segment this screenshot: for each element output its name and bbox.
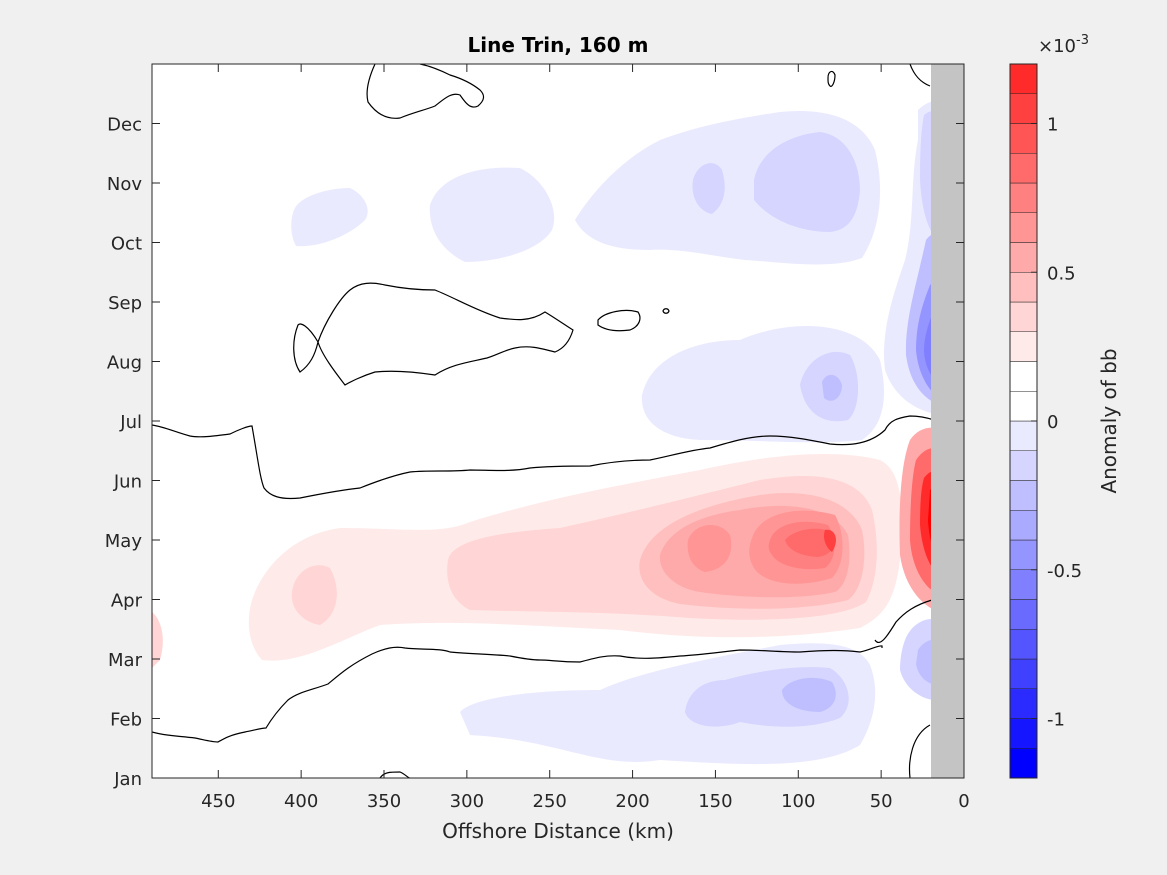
colorbar-swatch bbox=[1009, 93, 1038, 124]
colorbar: 1 0.5 0 -0.5 -1 bbox=[1009, 63, 1082, 779]
colorbar-swatch bbox=[1009, 599, 1038, 630]
x-tick-label: 300 bbox=[450, 791, 484, 812]
colorbar-tick-label: 0.5 bbox=[1047, 263, 1076, 284]
colorbar-exponent-power: -3 bbox=[1076, 33, 1089, 48]
x-tick-label: 200 bbox=[615, 791, 649, 812]
zero-contours bbox=[152, 64, 935, 778]
contour-neg-janmar-l3 bbox=[782, 677, 836, 712]
colorbar-tick-label: 0 bbox=[1047, 412, 1058, 433]
colorbar-swatch bbox=[1009, 272, 1038, 303]
contour-pos-west-l2 bbox=[152, 565, 337, 668]
y-tick-label: Jun bbox=[113, 472, 142, 493]
zero-contour-apr bbox=[874, 599, 933, 643]
anomaly-contours bbox=[152, 100, 940, 765]
colorbar-exponent-base: ×10 bbox=[1038, 36, 1076, 57]
colorbar-tick-label: 1 bbox=[1047, 115, 1058, 136]
y-tick-label: Nov bbox=[107, 174, 142, 195]
zero-contour-dec-coast bbox=[909, 64, 931, 87]
x-tick-label: 100 bbox=[781, 791, 815, 812]
colorbar-swatch bbox=[1009, 63, 1038, 94]
contour-pos-aprjun-l7 bbox=[785, 528, 835, 557]
colorbar-swatch bbox=[1009, 480, 1038, 511]
y-tick-label: Dec bbox=[107, 115, 142, 136]
contour-neg-octdec-l2 bbox=[692, 132, 860, 232]
x-tick-label: 250 bbox=[533, 791, 567, 812]
x-tick-label: 150 bbox=[698, 791, 732, 812]
y-tick-label: May bbox=[105, 531, 143, 552]
colorbar-swatch bbox=[1009, 420, 1038, 451]
y-tick-label: Sep bbox=[108, 293, 142, 314]
y-tick-label: Mar bbox=[108, 650, 143, 671]
y-tick-label: Aug bbox=[107, 353, 142, 374]
zero-contour-sep-dot bbox=[662, 308, 670, 314]
colorbar-swatch bbox=[1009, 539, 1038, 570]
colorbar-label: Anomaly of bb bbox=[1097, 348, 1121, 493]
colorbar-swatch bbox=[1009, 301, 1038, 332]
colorbar-swatch bbox=[1009, 510, 1038, 541]
y-axis: Jan Feb Mar Apr May Jun Jul Aug Sep Oct Nov Dec bbox=[105, 115, 964, 790]
chart-title: Line Trin, 160 m bbox=[468, 33, 649, 57]
y-tick-label: Oct bbox=[111, 234, 142, 255]
colorbar-swatch bbox=[1009, 748, 1038, 779]
contour-neg-octdec-l1c bbox=[291, 188, 368, 247]
colorbar-swatch bbox=[1009, 688, 1038, 719]
colorbar-swatch bbox=[1009, 331, 1038, 362]
colorbar-swatch bbox=[1009, 391, 1038, 422]
x-axis: 450 400 350 300 250 200 150 100 50 0 bbox=[201, 64, 970, 812]
colorbar-swatch bbox=[1009, 361, 1038, 392]
y-tick-label: Apr bbox=[111, 591, 143, 612]
x-axis-title: Offshore Distance (km) bbox=[442, 819, 674, 843]
colorbar-swatch bbox=[1009, 718, 1038, 749]
zero-contour-jan-coast bbox=[908, 724, 931, 778]
colorbar-swatch bbox=[1009, 450, 1038, 481]
y-tick-label: Jul bbox=[119, 412, 142, 433]
colorbar-swatch bbox=[1009, 123, 1038, 154]
x-tick-label: 350 bbox=[367, 791, 401, 812]
colorbar-exponent: ×10-3 bbox=[1038, 33, 1089, 57]
colorbar-swatch bbox=[1009, 658, 1038, 689]
y-tick-label: Jan bbox=[113, 769, 142, 790]
contour-neg-octdec-l1 bbox=[429, 167, 555, 262]
colorbar-swatch bbox=[1009, 629, 1038, 660]
zero-contour-aug bbox=[293, 282, 574, 386]
colorbar-tick-label: -1 bbox=[1047, 710, 1065, 731]
x-tick-label: 450 bbox=[201, 791, 235, 812]
colorbar-swatch bbox=[1009, 212, 1038, 243]
colorbar-swatch bbox=[1009, 569, 1038, 600]
y-tick-label: Feb bbox=[110, 710, 142, 731]
x-tick-label: 50 bbox=[870, 791, 893, 812]
colorbar-swatch bbox=[1009, 182, 1038, 213]
zero-contour-feb bbox=[152, 645, 883, 743]
contour-neg-julaug-l3 bbox=[822, 374, 842, 401]
colorbar-swatch bbox=[1009, 242, 1038, 273]
x-tick-label: 400 bbox=[284, 791, 318, 812]
x-tick-label: 0 bbox=[958, 791, 969, 812]
contour-pos-aprjun-l8 bbox=[823, 529, 836, 552]
colorbar-tick-label: -0.5 bbox=[1047, 561, 1082, 582]
zero-contour-dec bbox=[366, 64, 485, 119]
zero-contour-sep-small bbox=[597, 309, 641, 332]
zero-contour-jun bbox=[152, 415, 935, 500]
zero-contour-dec-dot bbox=[827, 70, 836, 87]
colorbar-swatch bbox=[1009, 153, 1038, 184]
